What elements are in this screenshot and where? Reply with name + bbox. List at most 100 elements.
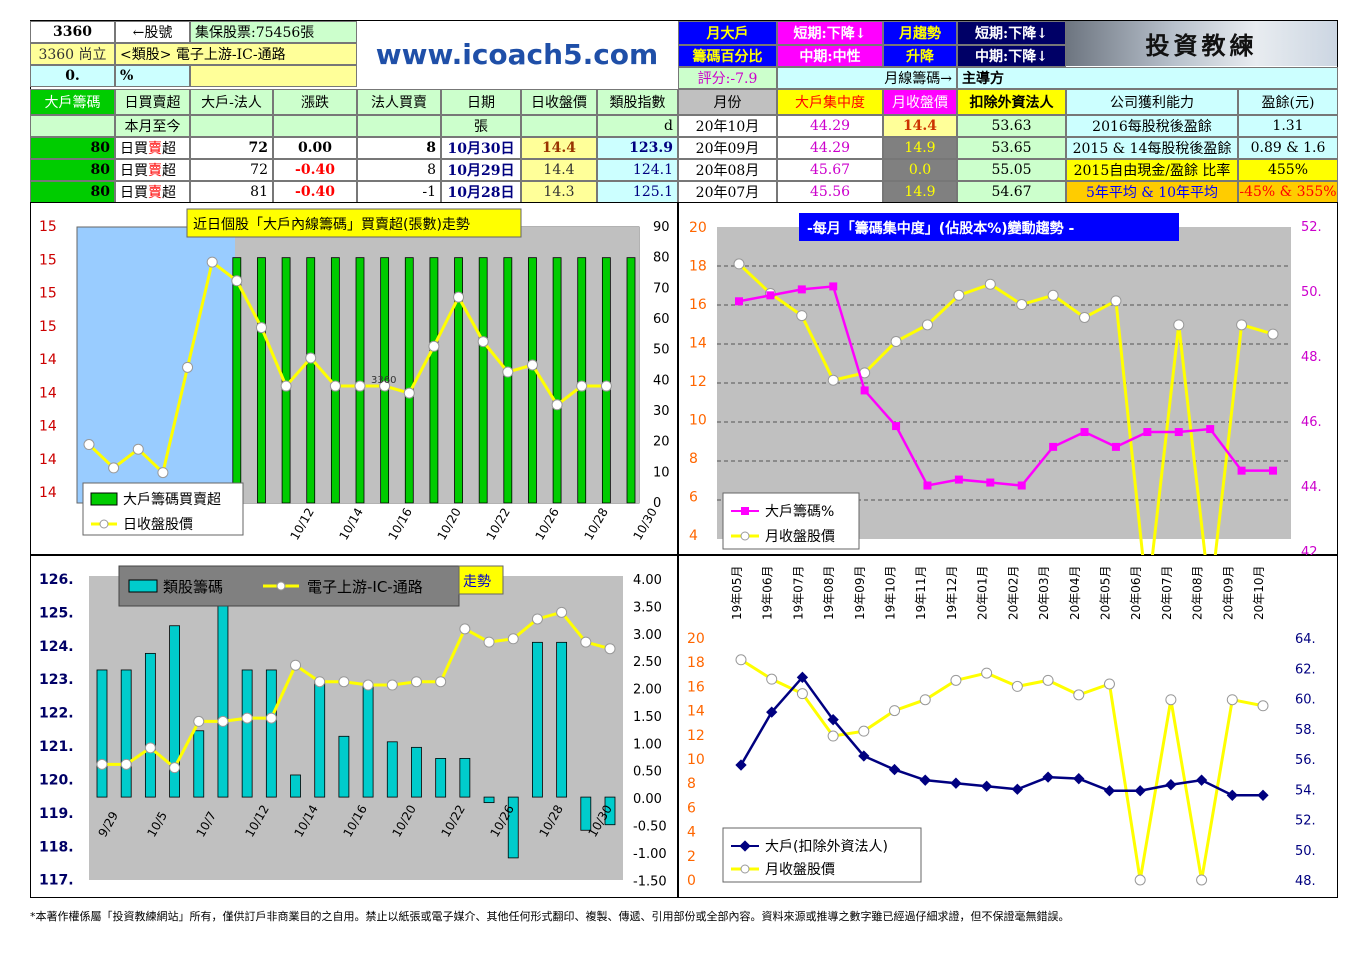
- col-date: 日期: [441, 89, 521, 115]
- bar: [380, 257, 390, 504]
- price-point: [796, 688, 808, 700]
- left-tick: 15: [39, 286, 57, 302]
- row0-unit: 張: [441, 115, 521, 137]
- price-point: [314, 676, 326, 688]
- price-line: [102, 610, 611, 770]
- left-tick: 18: [689, 259, 707, 275]
- left-tick: 15: [39, 319, 57, 335]
- price-point: [580, 636, 592, 648]
- month-label: 20年03月: [1037, 565, 1051, 620]
- price-point: [217, 715, 229, 727]
- price-point: [556, 606, 568, 618]
- month-label: 20年08月: [1191, 565, 1205, 620]
- price-line: [737, 262, 1274, 556]
- bar: [338, 735, 350, 798]
- left-tick: 14: [39, 385, 57, 401]
- price-point: [255, 322, 267, 334]
- right-tick: 0.50: [633, 765, 662, 780]
- right-tick: 0: [653, 496, 661, 511]
- conc-point: [1237, 466, 1246, 475]
- left-tick: 117.: [39, 873, 74, 889]
- price-point: [766, 673, 778, 685]
- price-point: [1110, 295, 1122, 307]
- site-url[interactable]: www.icoach5.com: [375, 37, 659, 71]
- row-big: 80: [30, 137, 115, 159]
- bar: [435, 757, 447, 798]
- bar: [626, 257, 636, 504]
- row0-green: [30, 115, 115, 137]
- bar: [454, 257, 463, 504]
- col-sector_idx: 類股指數: [597, 89, 678, 115]
- x-tick: 10/28: [581, 506, 610, 543]
- price-point: [157, 467, 169, 479]
- month-ex: 53.63: [957, 115, 1066, 137]
- bar: [306, 257, 316, 504]
- month-label: 20年10月: [678, 115, 777, 137]
- price-point: [410, 676, 422, 688]
- left-tick: 4: [689, 528, 698, 544]
- row-big-inst: 72: [190, 137, 273, 159]
- legend-swatch-bar: [128, 579, 158, 593]
- x-tick: 10/26: [532, 506, 561, 543]
- right-tick: 52.: [1301, 220, 1322, 235]
- legend-dot: [99, 519, 109, 529]
- row-index: 125.1: [597, 181, 678, 203]
- right-tick: -1.00: [633, 847, 667, 862]
- profit-value: -45% & 355%: [1238, 181, 1338, 203]
- left-tick: 126.: [39, 572, 74, 588]
- price-point: [193, 715, 205, 727]
- month-conc: 44.29: [777, 115, 883, 137]
- row0-empty1: [190, 115, 273, 137]
- price-point: [379, 380, 391, 392]
- row0-d: d: [597, 115, 678, 137]
- x-tick: 10/20: [434, 506, 463, 543]
- price-point: [1011, 680, 1023, 692]
- right-tick: 50: [653, 343, 670, 358]
- price-point: [526, 359, 538, 371]
- bar: [429, 257, 439, 504]
- left-tick: 124.: [39, 639, 74, 655]
- ex-foreign-point: [827, 714, 839, 726]
- price-point: [889, 705, 901, 717]
- month-label: 20年08月: [678, 159, 777, 181]
- price-point: [305, 352, 317, 364]
- price-point: [453, 291, 465, 303]
- left-tick: 15: [39, 219, 57, 235]
- row-close: 14.4: [521, 137, 597, 159]
- conc-point: [829, 282, 838, 291]
- conc-point: [735, 297, 743, 306]
- month-label: 20年04月: [1068, 565, 1082, 620]
- code-label: ←股號: [115, 21, 190, 43]
- price-point: [1079, 311, 1091, 323]
- bar: [601, 257, 611, 504]
- price-point: [890, 335, 902, 347]
- trend-val: 升降: [883, 45, 957, 67]
- month-label: 20年01月: [976, 565, 990, 620]
- month-ex: 53.65: [957, 137, 1066, 159]
- custody-shares: 集保股票:75456張: [190, 21, 357, 43]
- chart-title: 近日個股「大戶內線籌碼」買賣超(張數)走勢: [193, 217, 470, 233]
- conc-point: [1017, 481, 1026, 490]
- price-point: [1226, 694, 1238, 706]
- price-point: [858, 725, 870, 737]
- left-tick: 6: [689, 490, 698, 506]
- row-big-inst: 72: [190, 159, 273, 181]
- row-inst: 8: [357, 137, 441, 159]
- price-point: [338, 676, 350, 688]
- bar: [120, 669, 132, 798]
- chart-svg: 20 18 16 14 12 10 8 6 4 52. 50. 48. 46. 44. 42 -每月「籌碼集中…: [689, 213, 1322, 556]
- ex-foreign-point: [919, 774, 931, 786]
- col-ex_foreign: 扣除外資法人: [957, 89, 1066, 115]
- legend: [82, 482, 244, 536]
- legend-label: 大戶(扣除外資法人): [765, 839, 888, 855]
- left-tick: 122.: [39, 706, 74, 722]
- left-tick: 10: [687, 752, 705, 768]
- price-point: [403, 387, 415, 399]
- bar: [144, 652, 156, 798]
- price-point: [919, 694, 931, 706]
- x-tick: 10/12: [287, 506, 316, 543]
- big-month: 月大戶: [678, 21, 777, 45]
- price-point: [1173, 319, 1185, 331]
- left-tick: 10: [689, 413, 707, 429]
- bar: [483, 796, 495, 804]
